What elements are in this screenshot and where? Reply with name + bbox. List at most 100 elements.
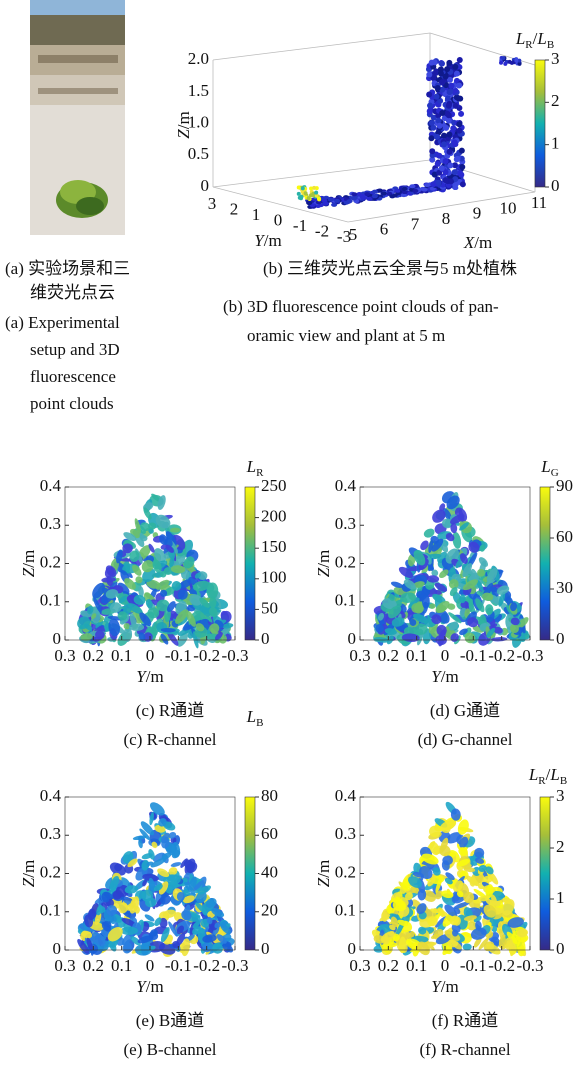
colorbar — [245, 797, 255, 950]
x-tick-label: 0.3 — [349, 646, 370, 665]
caption: (c) R通道 — [136, 701, 204, 720]
y-tick-label: 0.3 — [335, 514, 356, 533]
y-tick-label: 0.2 — [40, 552, 61, 571]
point-cloud — [447, 162, 453, 168]
x-tick-label: -0.1 — [460, 956, 487, 975]
label-part: B — [547, 39, 554, 51]
colorbar-tick-label: 60 — [261, 824, 278, 843]
label-part: R — [256, 467, 264, 479]
label-part: L — [246, 457, 256, 476]
plant-cloud — [312, 186, 316, 190]
colorbar-tick-label: 2 — [556, 837, 565, 856]
point-cloud — [427, 103, 433, 109]
point-cloud — [426, 91, 432, 97]
x-tick-label: 5 — [349, 225, 358, 244]
caption: (d) G通道 — [430, 701, 500, 720]
colorbar-tick-label: 40 — [261, 862, 278, 881]
label-part: /m — [314, 860, 333, 878]
y-tick-label: 0.3 — [40, 514, 61, 533]
label-part: L — [515, 29, 525, 48]
x-tick-label: 7 — [411, 214, 420, 233]
point-cloud — [447, 88, 453, 94]
x-tick-label: -0.2 — [193, 956, 220, 975]
z-tick-label: 0 — [201, 176, 210, 195]
x-tick-label: 0 — [441, 646, 450, 665]
caption: oramic view and plant at 5 m — [247, 326, 445, 345]
colorbar-tick-label: 1 — [551, 134, 560, 153]
x-tick-label: 0.3 — [54, 956, 75, 975]
point-cloud — [438, 66, 444, 72]
point-cloud — [351, 192, 357, 196]
z-tick-label: 1.5 — [188, 81, 209, 100]
x-tick-label: -0.3 — [517, 646, 544, 665]
point-cloud — [372, 194, 378, 198]
point-cloud — [444, 66, 450, 72]
point-cloud — [460, 181, 466, 187]
point-cloud — [443, 177, 449, 183]
colorbar-tick-label: 60 — [556, 527, 573, 546]
colorbar — [540, 797, 550, 950]
figure: (a) 实验场景和三维荧光点云(a) Experimentalsetup and… — [0, 0, 576, 1068]
point-cloud — [328, 198, 334, 202]
z-axis-label: Z/m — [174, 111, 193, 138]
label-part: G — [551, 467, 559, 479]
point-cloud — [452, 169, 458, 175]
colorbar-tick-label: 100 — [261, 568, 287, 587]
caption: point clouds — [30, 394, 114, 413]
point-cloud — [448, 83, 454, 89]
point-cloud — [439, 110, 445, 116]
point-cloud — [458, 111, 464, 117]
caption: (b) 三维荧光点云全景与5 m处植株 — [263, 259, 517, 278]
point-cloud — [429, 148, 435, 154]
point-cloud — [439, 61, 445, 67]
x-tick-label: 0.2 — [83, 646, 104, 665]
y-axis-label: Z/m — [19, 550, 38, 577]
y-axis-label: Z/m — [314, 550, 333, 577]
colorbar — [245, 487, 255, 640]
y-tick-label: 0.1 — [335, 901, 356, 920]
plant-cloud — [314, 191, 318, 195]
point-cloud — [459, 164, 465, 170]
y-tick-label: 0.3 — [335, 824, 356, 843]
y-tick-label: 0.2 — [335, 552, 356, 571]
y-tick-label: 2 — [230, 199, 239, 218]
colorbar-tick-label: 0 — [556, 629, 565, 648]
point-cloud — [429, 60, 435, 66]
point-cloud — [334, 199, 340, 203]
colorbar-tick-label: 0 — [551, 176, 560, 195]
z-tick-label: 2.0 — [188, 49, 209, 68]
point-cloud — [389, 194, 395, 198]
point-cloud — [446, 132, 452, 138]
plant-cloud — [299, 196, 303, 200]
caption: (e) B通道 — [136, 1011, 204, 1030]
x-tick-label: 0.2 — [378, 956, 399, 975]
point-cloud — [446, 103, 452, 109]
caption: (a) 实验场景和三 — [5, 259, 130, 278]
point-cloud — [503, 62, 507, 66]
x-tick-label: 0.1 — [111, 956, 132, 975]
plant-cloud — [304, 191, 308, 195]
caption: (d) G-channel — [418, 730, 513, 749]
point-cloud — [454, 156, 460, 162]
colorbar-tick-label: 2 — [551, 91, 560, 110]
x-tick-label: -0.2 — [488, 956, 515, 975]
colorbar-tick-label: 20 — [261, 901, 278, 920]
point-cloud — [439, 165, 445, 171]
label-part: /m — [19, 550, 38, 568]
colorbar-tick-label: 3 — [551, 49, 560, 68]
point-cloud — [514, 59, 518, 63]
point-cloud — [351, 197, 357, 201]
label-part: X — [463, 233, 475, 252]
x-tick-label: 0.2 — [83, 956, 104, 975]
label-part: L — [528, 765, 538, 784]
point-cloud — [409, 184, 415, 188]
label-part: /m — [441, 977, 459, 996]
caption: 维荧光点云 — [30, 283, 115, 302]
caption: (a) Experimental — [5, 313, 120, 332]
x-tick-label: -0.3 — [222, 646, 249, 665]
label-part: /m — [441, 667, 459, 686]
point-cloud — [434, 94, 440, 100]
point-cloud — [499, 61, 503, 65]
y-axis-label: Z/m — [19, 860, 38, 887]
x-tick-label: 0.3 — [54, 646, 75, 665]
